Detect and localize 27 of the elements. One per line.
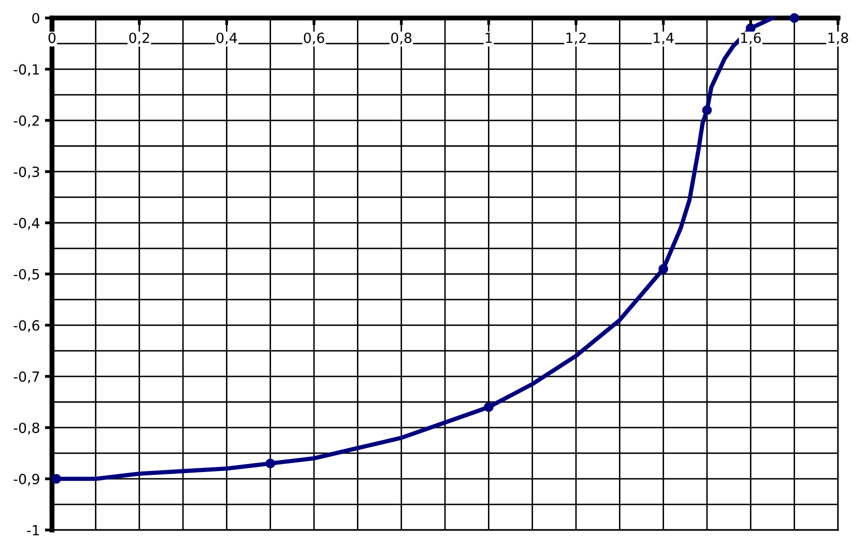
y-tick-label: -0,7 (14, 371, 40, 384)
x-tick-label: 0,8 (391, 32, 412, 45)
x-tick-label: 1,8 (828, 32, 848, 45)
point (484, 402, 494, 412)
y-tick-label: -0,2 (14, 115, 39, 128)
y-tick-label: -0,8 (14, 422, 40, 434)
y-tick-label: -0,1 (14, 64, 39, 76)
x-tick-label: 0,4 (216, 32, 237, 45)
x-tick-label: 1,4 (654, 32, 674, 45)
x-tick-label: 1,2 (566, 32, 586, 45)
y-tick-label: 0 (32, 12, 40, 24)
point (265, 458, 276, 468)
y-tick-label: -1 (27, 525, 39, 536)
x-tick-label: 0,6 (304, 32, 324, 45)
point (52, 474, 62, 484)
y-tick-label: -0,5 (14, 268, 39, 281)
x-tick-label: 1 (486, 32, 492, 43)
x-tick-label: 0,2 (129, 32, 149, 45)
x-tick-label: 1,6 (741, 32, 761, 45)
y-tick-label: -0,3 (14, 166, 40, 178)
point (658, 264, 668, 274)
point (702, 105, 712, 116)
y-tick-label: -0,4 (14, 218, 40, 230)
y-tick-label: -0,9 (14, 474, 40, 486)
point (789, 13, 800, 23)
y-tick-label: -0,6 (14, 320, 40, 332)
x-tick-label: 0 (48, 32, 56, 44)
